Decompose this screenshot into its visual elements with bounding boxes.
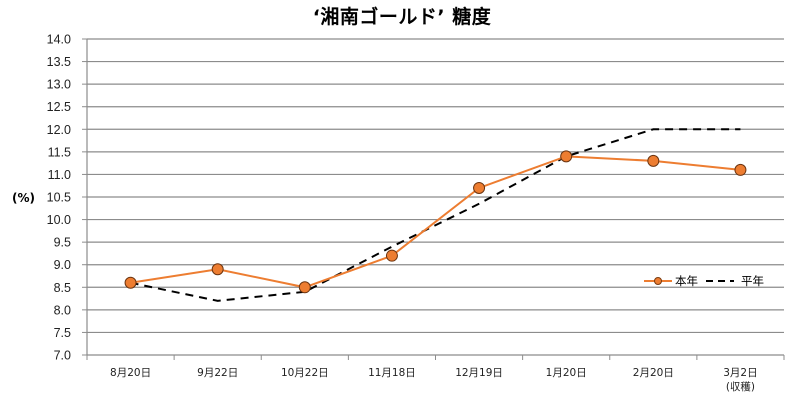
x-tick-label: 3月2日 — [723, 367, 757, 379]
y-tick-label: 14.0 — [47, 33, 71, 47]
y-tick-label: 13.5 — [47, 55, 71, 69]
y-tick-label: 13.0 — [47, 78, 71, 92]
series-line-heinen — [130, 128, 741, 302]
gridlines — [82, 38, 784, 356]
y-tick-label: 11.0 — [48, 168, 71, 182]
data-point-marker — [560, 150, 573, 163]
y-tick-label: 9.0 — [54, 258, 71, 272]
y-tick-label: 12.5 — [47, 100, 71, 114]
data-point-marker — [647, 154, 660, 167]
x-tick-label: 11月18日 — [368, 367, 416, 379]
y-tick-label: 10.0 — [47, 213, 71, 227]
data-point-marker — [124, 276, 137, 289]
x-tick-label: 8月20日 — [110, 367, 151, 379]
y-tick-label: 11.5 — [48, 145, 71, 159]
legend-marker-icon — [654, 277, 662, 285]
x-axis-tick-labels: 8月20日 9月22日 10月22日 11月18日 12月19日 1月20日 2月20日 3月… — [110, 367, 758, 393]
x-tick-label: 10月22日 — [281, 367, 329, 379]
y-tick-label: 7.5 — [54, 326, 71, 340]
legend-label-honnen: 本年 — [675, 274, 698, 288]
chart-title: ‘湘南ゴールド’ 糖度 — [312, 6, 492, 28]
x-tick-label: 1月20日 — [546, 367, 587, 379]
y-tick-label: 12.0 — [47, 123, 71, 137]
y-tick-label: 8.0 — [54, 303, 71, 317]
y-axis-tick-labels: 7.0 7.5 8.0 8.5 9.0 9.5 10.0 10.5 11.0 11.5 12.0 12… — [47, 33, 71, 363]
x-tick-label: (収穫) — [726, 381, 755, 393]
y-tick-label: 7.0 — [54, 349, 71, 363]
data-point-marker — [734, 163, 747, 176]
x-tick-label: 2月20日 — [633, 367, 674, 379]
axes — [86, 39, 785, 360]
y-axis-label: (%) — [12, 191, 35, 205]
y-tick-label: 10.5 — [47, 191, 71, 205]
data-series — [124, 128, 747, 302]
x-tick-label: 9月22日 — [197, 367, 238, 379]
y-tick-label: 9.5 — [54, 236, 71, 250]
data-point-marker — [211, 263, 224, 276]
data-point-marker — [298, 281, 311, 294]
legend: 本年 平年 — [644, 274, 764, 288]
data-point-marker — [473, 181, 486, 194]
legend-label-heinen: 平年 — [741, 274, 764, 288]
series-line-honnen — [130, 155, 741, 289]
data-point-marker — [385, 249, 398, 262]
y-tick-label: 8.5 — [54, 281, 71, 295]
x-tick-label: 12月19日 — [455, 367, 503, 379]
